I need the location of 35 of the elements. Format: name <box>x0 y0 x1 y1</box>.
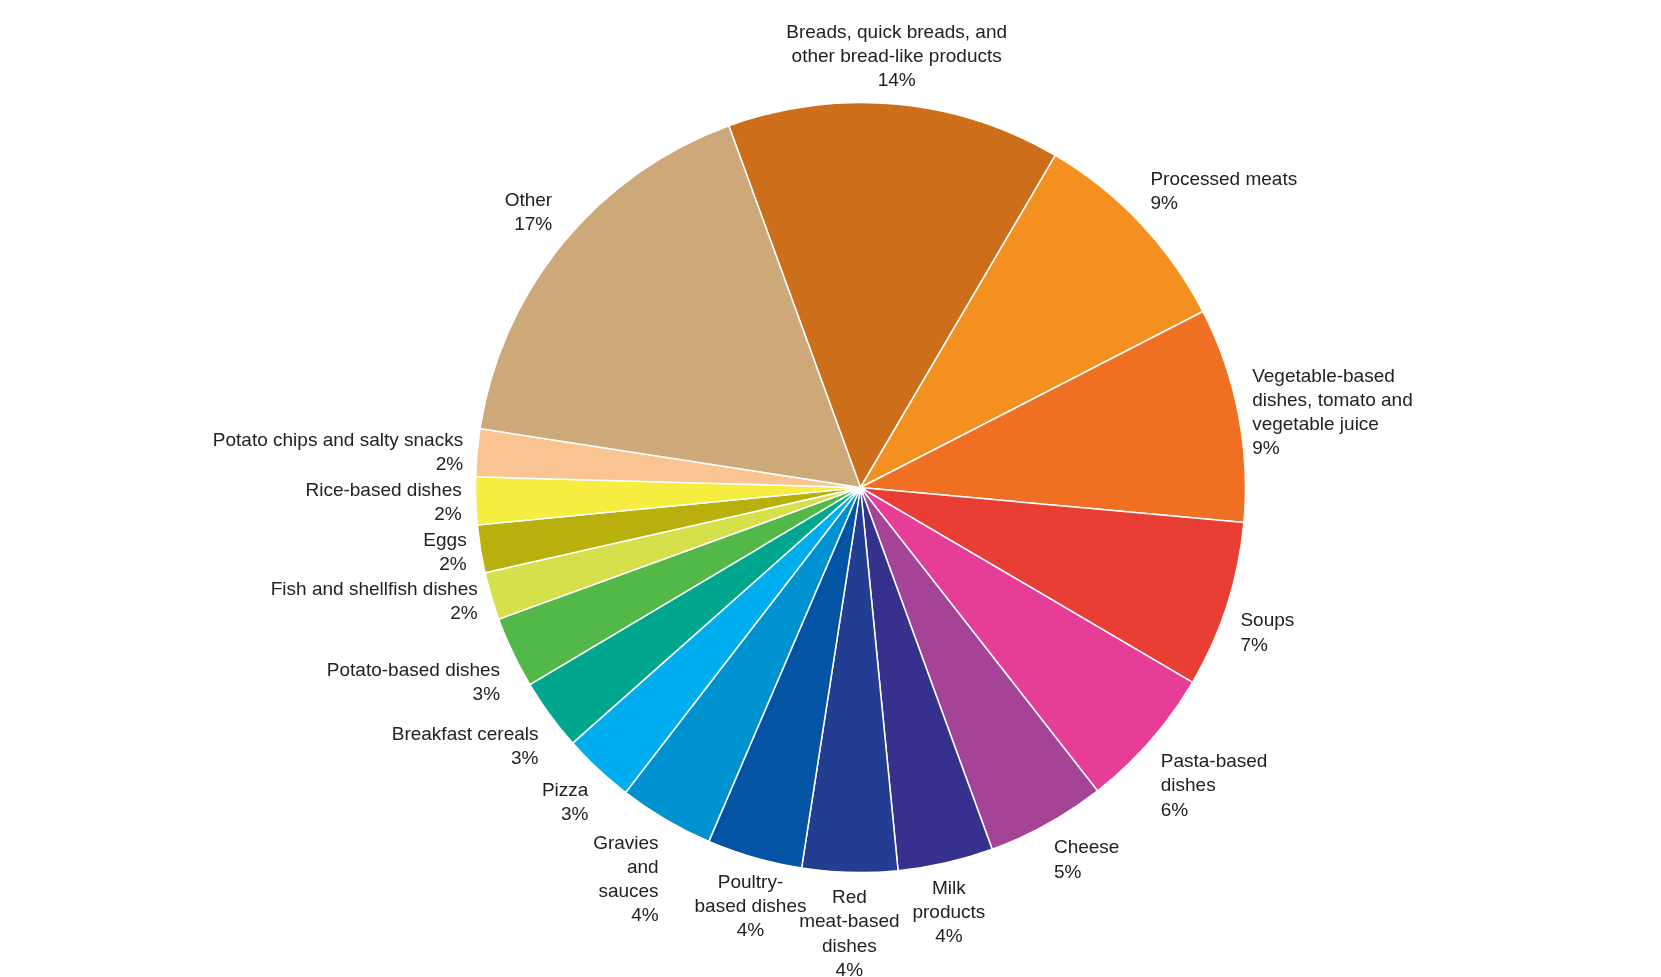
slice-label: Breakfast cereals <box>391 723 539 745</box>
data-label: 2% <box>450 601 478 623</box>
data-label: 17% <box>514 213 553 235</box>
slice-label: Potato chips and salty snacks <box>212 428 464 450</box>
data-label: 9% <box>1252 437 1280 459</box>
slice-label: Breads, quick breads, and other bread-like products <box>786 20 1008 66</box>
slice-label: Potato-based dishes <box>326 658 501 680</box>
data-label: 7% <box>1240 633 1268 655</box>
slice-label: Pasta-based dishes <box>1160 750 1268 796</box>
data-label: 4% <box>631 904 659 926</box>
slice-label: Rice-based dishes <box>305 478 462 500</box>
data-label: 9% <box>1150 192 1178 214</box>
data-label: 6% <box>1160 798 1189 820</box>
data-label: 2% <box>435 452 464 474</box>
slice-label: Eggs <box>423 528 467 550</box>
data-label: 2% <box>439 552 467 574</box>
slice-label: Poultry- based dishes <box>694 871 807 917</box>
slice-label: Fish and shellfish dishes <box>270 577 478 599</box>
slice-label: Soups <box>1240 609 1295 631</box>
data-label: 2% <box>434 503 462 524</box>
data-label: 3% <box>472 682 501 704</box>
data-label: 3% <box>511 747 539 769</box>
slice-label: Vegetable-based dishes, tomato and vegetable juice <box>1252 364 1413 434</box>
slice-label: Cheese <box>1053 836 1120 858</box>
data-label: 4% <box>736 919 765 941</box>
data-label: 14% <box>877 69 916 91</box>
data-label: 4% <box>935 924 963 946</box>
slice-label: Gravies and sauces <box>593 831 659 901</box>
data-label: 4% <box>835 958 864 977</box>
data-label: 5% <box>1053 860 1082 882</box>
slice-label: Other <box>504 189 553 211</box>
data-label: 3% <box>560 803 589 825</box>
slice-label: Milk products <box>912 876 986 922</box>
slice-label: Pizza <box>541 779 589 801</box>
slice-label: Processed meats <box>1150 168 1298 190</box>
